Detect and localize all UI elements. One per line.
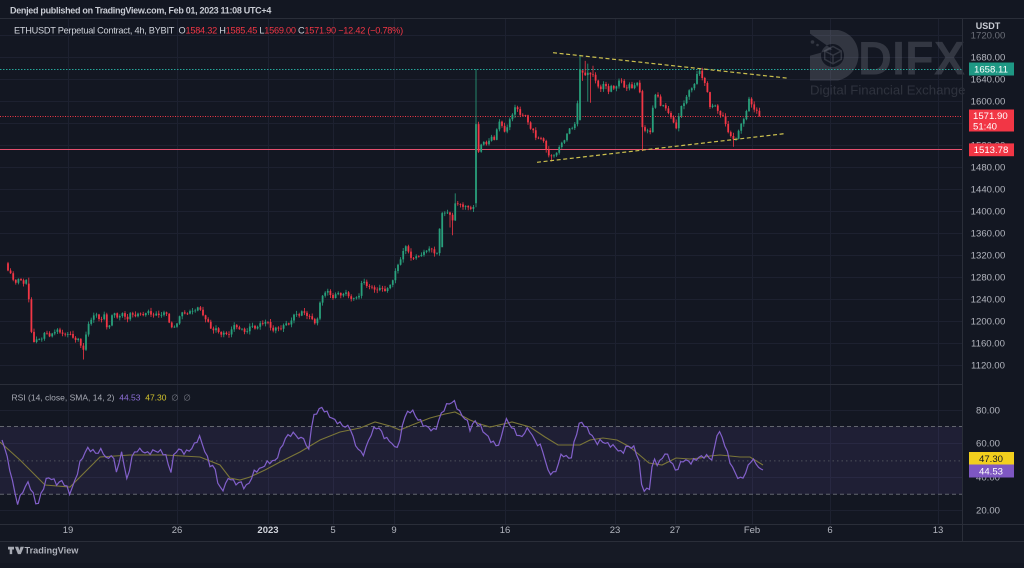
svg-text:DIFX: DIFX <box>858 32 965 85</box>
svg-text:13: 13 <box>933 525 944 536</box>
svg-text:1240.00: 1240.00 <box>971 295 1006 306</box>
svg-text:1640.00: 1640.00 <box>971 75 1006 86</box>
svg-text:1320.00: 1320.00 <box>971 251 1006 262</box>
svg-text:1513.78: 1513.78 <box>974 145 1009 156</box>
svg-text:1440.00: 1440.00 <box>971 185 1006 196</box>
svg-text:27: 27 <box>670 525 681 536</box>
svg-text:47.30: 47.30 <box>979 454 1003 465</box>
svg-text:Denjed published on TradingVie: Denjed published on TradingView.com, Feb… <box>10 6 271 16</box>
svg-text:USDT: USDT <box>976 21 1001 31</box>
svg-text:26: 26 <box>172 525 183 536</box>
svg-text:1280.00: 1280.00 <box>971 273 1006 284</box>
svg-text:2023: 2023 <box>257 525 278 536</box>
svg-text:1200.00: 1200.00 <box>971 317 1006 328</box>
svg-text:44.53: 44.53 <box>979 466 1003 477</box>
svg-text:16: 16 <box>500 525 511 536</box>
svg-text:1680.00: 1680.00 <box>971 53 1006 64</box>
svg-text:TradingView: TradingView <box>25 546 80 556</box>
svg-text:ETHUSDT Perpetual Contract, 4h: ETHUSDT Perpetual Contract, 4h, BYBIT O1… <box>14 26 403 36</box>
svg-text:RSI (14, close, SMA, 14, 2) 4: RSI (14, close, SMA, 14, 2) 44.53 47.30 … <box>12 393 192 403</box>
svg-text:19: 19 <box>63 525 74 536</box>
svg-text:60.00: 60.00 <box>976 439 1000 450</box>
svg-text:Feb: Feb <box>744 525 760 536</box>
svg-text:20.00: 20.00 <box>976 506 1000 517</box>
svg-text:Digital Financial Exchange: Digital Financial Exchange <box>810 83 965 98</box>
svg-text:1160.00: 1160.00 <box>971 339 1005 350</box>
svg-text:80.00: 80.00 <box>976 406 1000 417</box>
svg-text:1658.11: 1658.11 <box>974 64 1008 75</box>
svg-text:1571.90: 1571.90 <box>973 111 1008 122</box>
svg-text:23: 23 <box>610 525 621 536</box>
svg-text:1720.00: 1720.00 <box>971 31 1006 42</box>
svg-text:1120.00: 1120.00 <box>971 361 1005 372</box>
svg-text:6: 6 <box>827 525 832 536</box>
svg-text:1480.00: 1480.00 <box>971 163 1006 174</box>
svg-text:9: 9 <box>391 525 396 536</box>
svg-text:51:40: 51:40 <box>973 121 997 132</box>
svg-text:5: 5 <box>330 525 335 536</box>
svg-text:40.00: 40.00 <box>976 473 1000 484</box>
svg-text:1360.00: 1360.00 <box>971 229 1006 240</box>
svg-text:1600.00: 1600.00 <box>971 97 1006 108</box>
svg-text:1400.00: 1400.00 <box>971 207 1006 218</box>
